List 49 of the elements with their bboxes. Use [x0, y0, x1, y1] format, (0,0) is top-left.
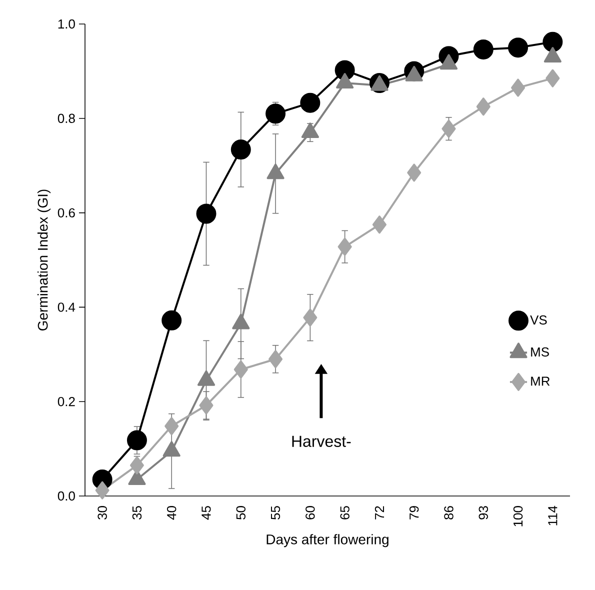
- point: [372, 216, 386, 234]
- point: [476, 98, 490, 116]
- x-tick-label: 72: [374, 506, 384, 520]
- point: [268, 350, 283, 368]
- point: [300, 92, 320, 113]
- x-tick-label: 65: [340, 506, 350, 520]
- y-tick-label: 0.2: [58, 396, 75, 406]
- x-tick-label: 40: [167, 506, 176, 520]
- point: [266, 104, 286, 124]
- y-tick-label: 0.0: [58, 491, 75, 501]
- annotation: Harvest-: [292, 436, 351, 447]
- point: [442, 120, 456, 138]
- point: [162, 310, 182, 330]
- legend-label: MR: [531, 376, 550, 386]
- x-tick-label: 100: [513, 506, 523, 526]
- point: [508, 38, 528, 58]
- x-tick-label: 114: [548, 506, 558, 526]
- point: [199, 396, 214, 414]
- y-axis-title: Germination Index (GI): [37, 190, 51, 330]
- point: [95, 481, 110, 500]
- x-tick-label: 35: [132, 506, 142, 520]
- point: [164, 417, 179, 436]
- point: [542, 32, 563, 52]
- x-tick-label: 93: [478, 506, 488, 520]
- x-tick-label: 60: [306, 506, 315, 520]
- point: [511, 78, 526, 97]
- point: [126, 430, 147, 450]
- legend-label: VS: [530, 315, 547, 325]
- legend-label: MS: [531, 347, 549, 357]
- point: [303, 308, 318, 327]
- x-tick-label: 50: [236, 506, 246, 520]
- point: [546, 69, 560, 88]
- x-tick-label: 86: [444, 506, 454, 520]
- x-tick-label: 45: [202, 506, 211, 520]
- point: [130, 456, 144, 474]
- y-tick-label: 1.0: [58, 19, 75, 29]
- x-tick-label: 79: [410, 506, 419, 520]
- y-tick-label: 0.4: [58, 302, 76, 312]
- point: [234, 360, 248, 379]
- point: [230, 140, 251, 160]
- x-tick-label: 55: [271, 506, 280, 520]
- point: [196, 204, 216, 224]
- y-tick-label: 0.6: [58, 208, 75, 218]
- point: [338, 238, 352, 256]
- x-tick-label: 30: [98, 506, 107, 520]
- point: [407, 164, 422, 182]
- x-axis-title: Days after flowering: [266, 534, 388, 548]
- y-tick-label: 0.8: [58, 114, 75, 123]
- point: [473, 39, 494, 60]
